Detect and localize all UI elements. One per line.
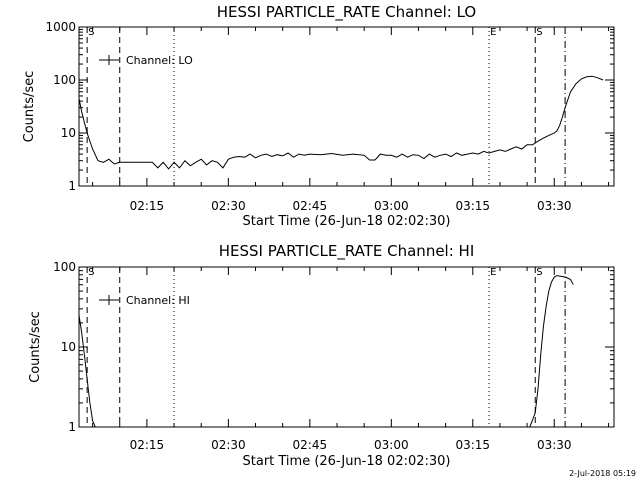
x-tick-label: 03:15 (455, 199, 490, 213)
event-marker-label: S (88, 27, 94, 38)
x-tick-label: 03:30 (537, 199, 572, 213)
y-tick-label: 10 (61, 340, 76, 354)
event-marker-label: S (88, 267, 94, 278)
x-tick-label: 02:45 (293, 438, 328, 452)
series-line (79, 275, 574, 427)
chart-title: HESSI PARTICLE_RATE Channel: HI (219, 242, 475, 261)
x-axis-label: Start Time (26-Jun-18 02:02:30) (243, 214, 451, 229)
x-tick-label: 03:15 (455, 438, 490, 452)
generation-timestamp: 2-Jul-2018 05:19 (569, 469, 636, 478)
panel-channel-hi: HESSI PARTICLE_RATE Channel: HI 02:15 02:3… (28, 242, 615, 469)
plot-frame (78, 266, 615, 428)
x-axis-label: Start Time (26-Jun-18 02:02:30) (243, 454, 451, 469)
panel-channel-lo: HESSI PARTICLE_RATE Channel: LO 02:15 02:3… (22, 3, 615, 229)
legend-entry: Channel: LO (126, 54, 193, 67)
x-tick-label: 02:15 (130, 199, 165, 213)
event-marker-label: E (490, 27, 496, 38)
event-marker-label: S (536, 267, 542, 278)
y-tick-label: 10 (61, 126, 76, 140)
legend-entry: Channel: HI (126, 294, 190, 307)
y-tick-label: 1000 (45, 20, 76, 34)
x-tick-label: 02:15 (130, 438, 165, 452)
y-axis-label: Counts/sec (22, 71, 37, 143)
event-marker-label: S (536, 27, 542, 38)
y-axis-label: Counts/sec (28, 311, 43, 383)
x-tick-label: 02:30 (211, 199, 246, 213)
y-tick-label: 100 (53, 73, 76, 87)
plot-frame (78, 26, 615, 187)
x-tick-label: 02:30 (211, 438, 246, 452)
series-line (79, 75, 604, 170)
x-tick-label: 03:00 (374, 438, 409, 452)
event-marker-label: E (490, 267, 496, 278)
x-tick-label: 03:30 (537, 438, 572, 452)
y-tick-label: 1 (68, 179, 76, 193)
x-tick-label: 02:45 (293, 199, 328, 213)
x-tick-label: 03:00 (374, 199, 409, 213)
y-tick-label: 100 (53, 260, 76, 274)
chart-title: HESSI PARTICLE_RATE Channel: LO (217, 3, 476, 22)
y-tick-label: 1 (68, 420, 76, 434)
